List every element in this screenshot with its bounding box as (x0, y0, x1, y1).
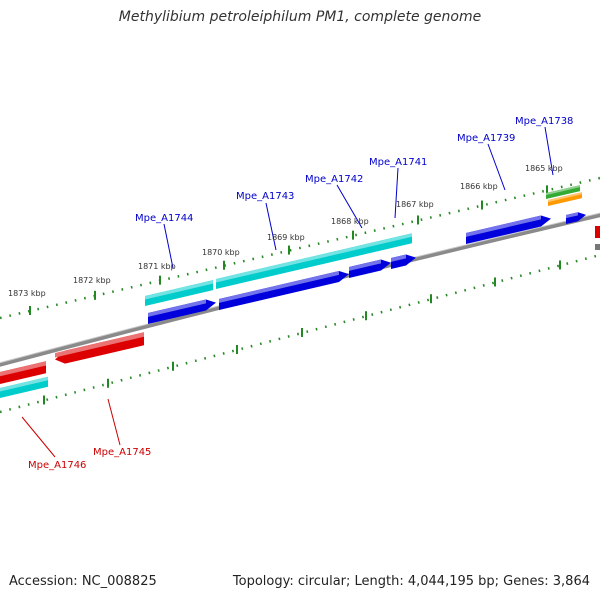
gene-cyan-1743 (216, 233, 412, 289)
kbp-label-1873: 1873 kbp (8, 289, 46, 298)
gene-blue-1744-body (148, 299, 216, 324)
accession-text: Accession: NC_008825 (9, 574, 157, 589)
gene-blue-1743 (219, 271, 349, 310)
gene-label-mpe-a1745[interactable]: Mpe_A1745 (93, 447, 151, 458)
kbp-label-1871: 1871 kbp (138, 262, 176, 271)
gene-blue-1743-body (219, 271, 349, 310)
gene-label-mpe-a1741[interactable]: Mpe_A1741 (369, 157, 427, 168)
leader-mpe-a1741 (394, 167, 399, 219)
gene-label-mpe-a1743[interactable]: Mpe_A1743 (236, 191, 294, 202)
gene-blue-1738 (566, 212, 586, 224)
gene-blue-1741-shine (391, 254, 406, 262)
leader-mpe-a1746 (21, 416, 56, 458)
gene-blue-1739-shine (466, 215, 541, 237)
forward-tick-track (0, 176, 600, 320)
gene-label-mpe-a1742[interactable]: Mpe_A1742 (305, 174, 363, 185)
leader-mpe-a1739 (487, 143, 506, 191)
leader-mpe-a1745 (107, 398, 121, 446)
gene-blue-1741 (391, 254, 416, 269)
kbp-label-1872: 1872 kbp (73, 276, 111, 285)
kbp-label-1869: 1869 kbp (267, 233, 305, 242)
gene-cyan-1743-shine (216, 233, 412, 283)
kbp-label-1866: 1866 kbp (460, 182, 498, 191)
leader-mpe-a1743 (265, 202, 277, 251)
feature-green-rna-shine (546, 185, 580, 196)
leader-mpe-a1738 (544, 126, 554, 176)
kbp-label-1865: 1865 kbp (525, 164, 563, 173)
kbp-label-1870: 1870 kbp (202, 248, 240, 257)
gene-blue-1744-shine (148, 299, 206, 317)
label-leader-lines (21, 126, 554, 458)
gene-cyan-1746 (0, 376, 48, 398)
gene-features (0, 185, 600, 398)
gene-red-1746-shine (0, 361, 46, 377)
gene-label-mpe-a1746[interactable]: Mpe_A1746 (28, 460, 86, 471)
map-title: Methylibium petroleiphilum PM1, complete… (118, 9, 482, 25)
leader-mpe-a1744 (163, 223, 174, 269)
feature-green-rna (546, 185, 580, 199)
leader-mpe-a1742 (336, 184, 363, 229)
gene-grey-edge (595, 244, 600, 250)
gene-red-1745 (55, 332, 144, 364)
gene-cyan-1744-shine (145, 280, 213, 300)
gene-red-1746 (0, 361, 46, 384)
gene-label-mpe-a1744[interactable]: Mpe_A1744 (135, 213, 193, 224)
gene-label-mpe-a1739[interactable]: Mpe_A1739 (457, 133, 515, 144)
major-ticks (29, 185, 561, 405)
gene-blue-1739-body (466, 215, 551, 244)
gene-blue-1739 (466, 215, 551, 244)
gene-label-mpe-a1738[interactable]: Mpe_A1738 (515, 116, 573, 127)
gene-cyan-1746-shine (0, 376, 48, 392)
gene-blue-1744 (148, 299, 216, 324)
gene-red-1745-shine (55, 332, 144, 358)
gene-blue-1742 (349, 259, 391, 278)
kbp-label-1868: 1868 kbp (331, 217, 369, 226)
feature-orange-rna (548, 192, 582, 206)
genome-summary-text: Topology: circular; Length: 4,044,195 bp… (232, 574, 590, 589)
gene-cyan-1744 (145, 280, 213, 306)
gene-blue-1738-shine (566, 212, 578, 219)
gene-red-edge (595, 226, 600, 238)
gene-blue-1742-body (349, 259, 391, 278)
gene-blue-1743-shine (219, 271, 339, 303)
kbp-label-1867: 1867 kbp (396, 200, 434, 209)
gene-blue-1742-shine (349, 259, 381, 271)
feature-orange-rna-shine (548, 192, 582, 203)
